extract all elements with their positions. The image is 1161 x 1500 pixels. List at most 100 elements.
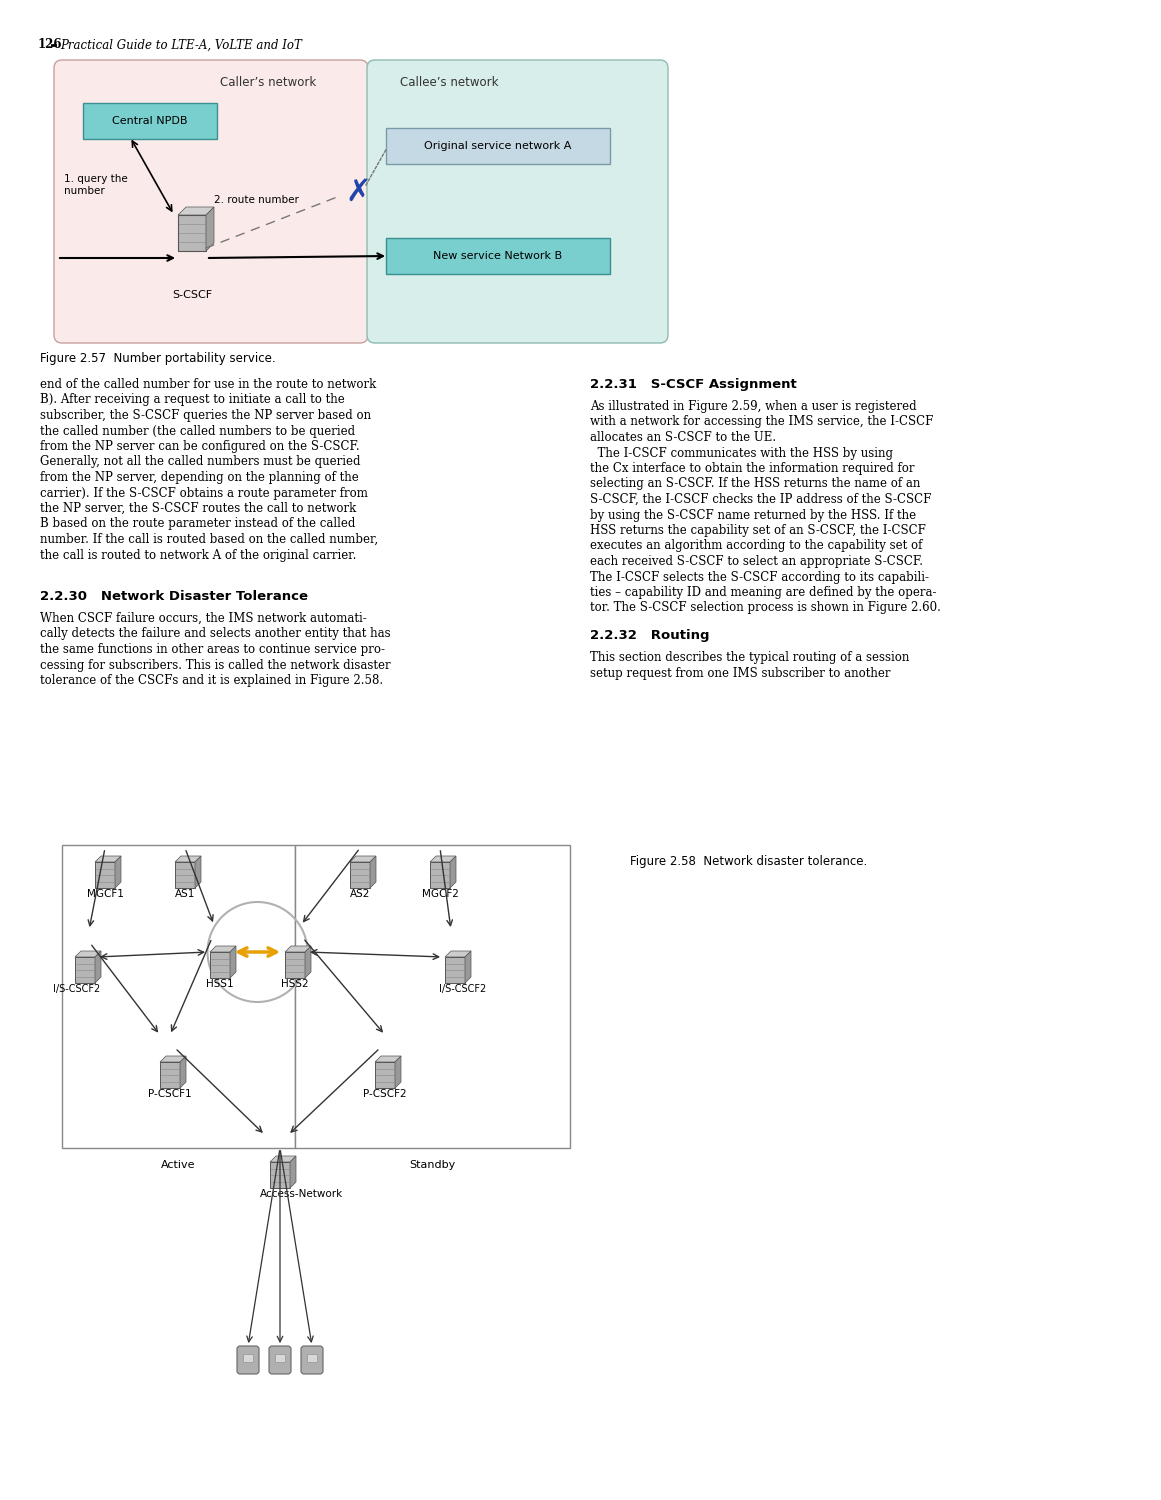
FancyBboxPatch shape [301, 1346, 323, 1374]
Bar [178, 214, 205, 250]
Text: MGCF2: MGCF2 [421, 890, 459, 898]
Text: carrier). If the S-CSCF obtains a route parameter from: carrier). If the S-CSCF obtains a route … [39, 486, 368, 500]
Bar [445, 957, 466, 982]
Polygon shape [205, 207, 214, 251]
Polygon shape [395, 1056, 401, 1088]
Text: selecting an S-CSCF. If the HSS returns the name of an: selecting an S-CSCF. If the HSS returns … [590, 477, 921, 490]
Text: P-CSCF2: P-CSCF2 [363, 1089, 406, 1100]
Bar [284, 952, 305, 978]
Text: the called number (the called numbers to be queried: the called number (the called numbers to… [39, 424, 355, 438]
Polygon shape [349, 856, 376, 862]
Text: Original service network A: Original service network A [424, 141, 571, 152]
Text: MGCF1: MGCF1 [87, 890, 123, 898]
Text: As illustrated in Figure 2.59, when a user is registered: As illustrated in Figure 2.59, when a us… [590, 400, 917, 412]
Text: S-CSCF: S-CSCF [172, 290, 212, 300]
Polygon shape [305, 946, 311, 978]
Text: Access-Network: Access-Network [260, 1190, 344, 1198]
Polygon shape [160, 1056, 186, 1062]
Text: executes an algorithm according to the capability set of: executes an algorithm according to the c… [590, 540, 922, 552]
Text: Central NPDB: Central NPDB [113, 116, 188, 126]
Bar [295, 844, 570, 1148]
Bar [275, 1354, 284, 1362]
Bar [271, 1162, 290, 1188]
Text: 2.2.31   S-CSCF Assignment: 2.2.31 S-CSCF Assignment [590, 378, 796, 392]
Polygon shape [195, 856, 201, 888]
Text: Practical Guide to LTE-A, VoLTE and IoT: Practical Guide to LTE-A, VoLTE and IoT [60, 39, 302, 51]
Text: cally detects the failure and selects another entity that has: cally detects the failure and selects an… [39, 627, 390, 640]
Bar [243, 1354, 253, 1362]
FancyBboxPatch shape [367, 60, 668, 344]
Text: end of the called number for use in the route to network: end of the called number for use in the … [39, 378, 376, 392]
Text: setup request from one IMS subscriber to another: setup request from one IMS subscriber to… [590, 666, 890, 680]
Text: cessing for subscribers. This is called the network disaster: cessing for subscribers. This is called … [39, 658, 390, 672]
Polygon shape [178, 207, 214, 214]
Polygon shape [370, 856, 376, 888]
Polygon shape [271, 1156, 296, 1162]
Polygon shape [210, 946, 236, 952]
FancyBboxPatch shape [385, 128, 610, 164]
Text: the NP server, the S-CSCF routes the call to network: the NP server, the S-CSCF routes the cal… [39, 503, 356, 515]
Polygon shape [115, 856, 121, 888]
Text: ties – capability ID and meaning are defined by the opera-: ties – capability ID and meaning are def… [590, 586, 937, 598]
Bar [430, 862, 450, 888]
Bar [210, 952, 230, 978]
Text: Generally, not all the called numbers must be queried: Generally, not all the called numbers mu… [39, 456, 361, 468]
Text: 2. route number: 2. route number [214, 195, 298, 206]
Polygon shape [175, 856, 201, 862]
Text: New service Network B: New service Network B [433, 251, 563, 261]
FancyBboxPatch shape [55, 60, 368, 344]
Text: from the NP server can be configured on the S-CSCF.: from the NP server can be configured on … [39, 440, 360, 453]
Text: I/S-CSCF2: I/S-CSCF2 [439, 984, 486, 994]
Text: 1. query the
number: 1. query the number [64, 174, 128, 196]
Bar [349, 862, 370, 888]
Text: the call is routed to network A of the original carrier.: the call is routed to network A of the o… [39, 549, 356, 561]
Text: subscriber, the S-CSCF queries the NP server based on: subscriber, the S-CSCF queries the NP se… [39, 410, 372, 422]
Text: HSS1: HSS1 [207, 980, 233, 988]
Text: P-CSCF1: P-CSCF1 [149, 1089, 192, 1100]
FancyBboxPatch shape [237, 1346, 259, 1374]
Polygon shape [95, 951, 101, 982]
Bar [62, 844, 295, 1148]
Text: HSS2: HSS2 [281, 980, 309, 988]
Polygon shape [75, 951, 101, 957]
Text: each received S-CSCF to select an appropriate S-CSCF.: each received S-CSCF to select an approp… [590, 555, 923, 568]
Polygon shape [445, 951, 471, 957]
Polygon shape [95, 856, 121, 862]
Text: B based on the route parameter instead of the called: B based on the route parameter instead o… [39, 518, 355, 531]
Bar [95, 862, 115, 888]
Text: This section describes the typical routing of a session: This section describes the typical routi… [590, 651, 909, 664]
Text: Active: Active [161, 1160, 196, 1170]
Text: Caller’s network: Caller’s network [219, 75, 316, 88]
Polygon shape [450, 856, 456, 888]
Bar [375, 1062, 395, 1088]
Text: allocates an S-CSCF to the UE.: allocates an S-CSCF to the UE. [590, 430, 776, 444]
Bar [175, 862, 195, 888]
Polygon shape [284, 946, 311, 952]
Text: by using the S-CSCF name returned by the HSS. If the: by using the S-CSCF name returned by the… [590, 509, 916, 522]
Text: 126: 126 [38, 39, 63, 51]
Text: AS2: AS2 [349, 890, 370, 898]
Text: S-CSCF, the I-CSCF checks the IP address of the S-CSCF: S-CSCF, the I-CSCF checks the IP address… [590, 494, 931, 506]
Text: with a network for accessing the IMS service, the I-CSCF: with a network for accessing the IMS ser… [590, 416, 933, 429]
Text: tor. The S-CSCF selection process is shown in Figure 2.60.: tor. The S-CSCF selection process is sho… [590, 602, 940, 615]
Bar [160, 1062, 180, 1088]
Text: HSS returns the capability set of an S-CSCF, the I-CSCF: HSS returns the capability set of an S-C… [590, 524, 925, 537]
Text: Standby: Standby [410, 1160, 455, 1170]
Text: B). After receiving a request to initiate a call to the: B). After receiving a request to initiat… [39, 393, 345, 406]
Bar [75, 957, 95, 982]
Text: The I-CSCF selects the S-CSCF according to its capabili-: The I-CSCF selects the S-CSCF according … [590, 570, 929, 584]
FancyBboxPatch shape [82, 104, 217, 140]
Text: 2.2.32   Routing: 2.2.32 Routing [590, 628, 709, 642]
Text: I/S-CSCF2: I/S-CSCF2 [53, 984, 101, 994]
Text: from the NP server, depending on the planning of the: from the NP server, depending on the pla… [39, 471, 359, 484]
FancyBboxPatch shape [385, 238, 610, 274]
Text: The I-CSCF communicates with the HSS by using: The I-CSCF communicates with the HSS by … [590, 447, 893, 459]
FancyBboxPatch shape [269, 1346, 291, 1374]
Polygon shape [375, 1056, 401, 1062]
Polygon shape [180, 1056, 186, 1088]
Polygon shape [430, 856, 456, 862]
Text: the Cx interface to obtain the information required for: the Cx interface to obtain the informati… [590, 462, 915, 476]
Text: ✗: ✗ [345, 177, 370, 207]
Polygon shape [290, 1156, 296, 1188]
Text: Figure 2.57  Number portability service.: Figure 2.57 Number portability service. [39, 352, 275, 364]
